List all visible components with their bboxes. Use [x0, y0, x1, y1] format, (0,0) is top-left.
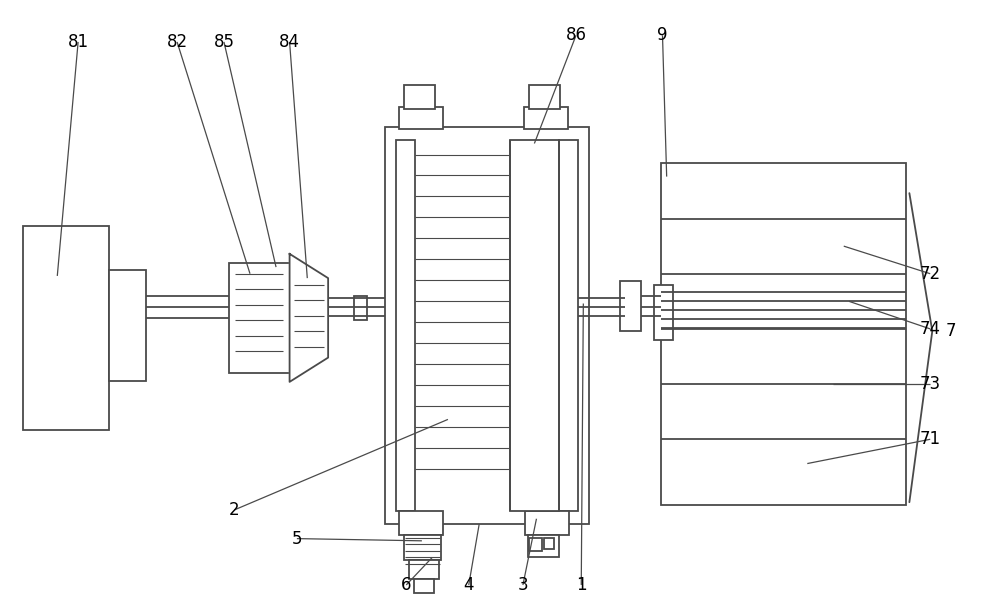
Text: 82: 82	[167, 33, 188, 51]
Bar	[399, 107, 443, 129]
Bar	[399, 511, 443, 535]
Text: 81: 81	[68, 33, 89, 51]
Bar	[404, 535, 441, 560]
Text: 74: 74	[920, 320, 941, 338]
Text: 7: 7	[946, 322, 956, 340]
Text: 71: 71	[920, 430, 941, 448]
Bar	[528, 535, 559, 557]
Bar	[414, 579, 434, 592]
Text: 9: 9	[657, 26, 668, 44]
Text: 6: 6	[401, 576, 412, 594]
Text: 5: 5	[292, 530, 302, 548]
Text: 1: 1	[576, 576, 587, 594]
Bar	[544, 538, 554, 548]
Text: 4: 4	[464, 576, 474, 594]
Bar	[409, 560, 439, 579]
Bar	[559, 140, 578, 511]
Bar	[620, 281, 641, 331]
Bar	[661, 163, 906, 505]
Bar	[354, 296, 367, 320]
Text: 85: 85	[213, 33, 234, 51]
Bar	[510, 140, 559, 511]
Bar	[524, 107, 568, 129]
Bar	[525, 511, 569, 535]
Text: 73: 73	[920, 375, 941, 393]
Bar	[529, 85, 560, 109]
Text: 3: 3	[518, 576, 528, 594]
Bar	[654, 285, 673, 340]
Text: 2: 2	[229, 501, 240, 519]
Bar	[529, 538, 542, 551]
Polygon shape	[290, 254, 328, 382]
Text: 86: 86	[566, 26, 587, 44]
Bar	[404, 85, 435, 109]
Bar	[23, 226, 109, 430]
Bar	[109, 271, 146, 381]
Bar	[396, 140, 415, 511]
Text: 72: 72	[920, 265, 941, 283]
Text: 84: 84	[279, 33, 300, 51]
Bar	[385, 127, 589, 524]
Bar	[229, 263, 290, 373]
